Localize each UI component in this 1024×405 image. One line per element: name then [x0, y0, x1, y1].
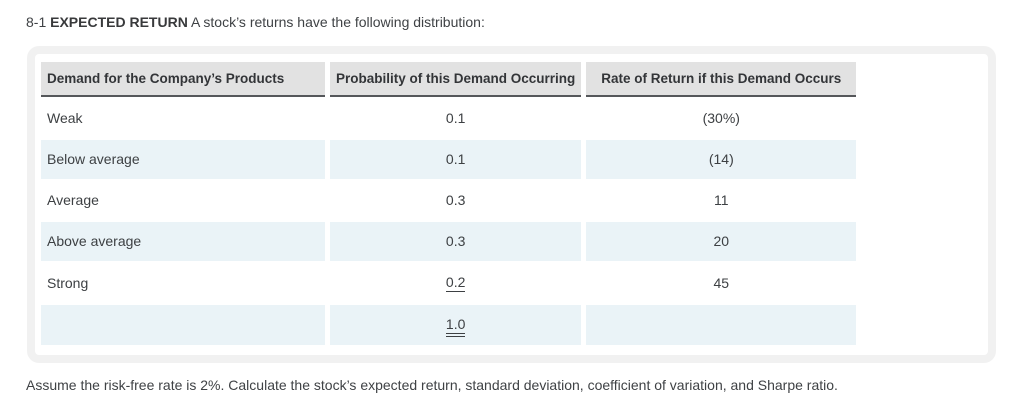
table-row: Strong 0.2 45	[41, 263, 857, 303]
problem-title: EXPECTED RETURN	[50, 14, 188, 30]
cell-rate: (14)	[586, 140, 857, 179]
cell-demand: Below average	[41, 140, 325, 179]
cell-rate: (30%)	[586, 99, 857, 138]
cell-probability: 0.2	[330, 263, 582, 303]
header-cell-probability: Probability of this Demand Occurring	[330, 62, 582, 97]
problem-intro-line: 8-1 EXPECTED RETURN A stock’s returns ha…	[26, 14, 1024, 31]
cell-demand: Weak	[41, 99, 325, 138]
cell-rate: 45	[586, 263, 857, 303]
cell-demand: Average	[41, 181, 325, 220]
table-row-total: 1.0	[41, 305, 857, 345]
cell-probability: 0.3	[330, 181, 582, 220]
problem-intro-text: A stock’s returns have the following dis…	[190, 14, 485, 30]
cell-demand	[41, 305, 325, 345]
probability-total-double-underlined: 1.0	[445, 316, 466, 337]
table-row: Above average 0.3 20	[41, 222, 857, 261]
header-row: Demand for the Company’s Products Probab…	[41, 62, 857, 97]
cell-demand: Above average	[41, 222, 325, 261]
cell-probability: 1.0	[330, 305, 582, 345]
cell-rate: 11	[586, 181, 857, 220]
table-card: Demand for the Company’s Products Probab…	[27, 46, 996, 363]
probability-subtotal-underlined: 0.2	[445, 274, 466, 292]
cell-rate: 20	[586, 222, 857, 261]
problem-number: 8-1	[26, 14, 47, 30]
distribution-table: Demand for the Company’s Products Probab…	[36, 60, 861, 347]
table-row: Average 0.3 11	[41, 181, 857, 220]
cell-probability: 0.1	[330, 140, 582, 179]
problem-footer-text: Assume the risk-free rate is 2%. Calcula…	[26, 377, 838, 393]
cell-demand: Strong	[41, 263, 325, 303]
table-row: Below average 0.1 (14)	[41, 140, 857, 179]
cell-probability: 0.3	[330, 222, 582, 261]
header-cell-demand: Demand for the Company’s Products	[41, 62, 325, 97]
cell-probability: 0.1	[330, 99, 582, 138]
header-cell-rate: Rate of Return if this Demand Occurs	[586, 62, 857, 97]
table-row: Weak 0.1 (30%)	[41, 99, 857, 138]
cell-rate	[586, 305, 857, 345]
